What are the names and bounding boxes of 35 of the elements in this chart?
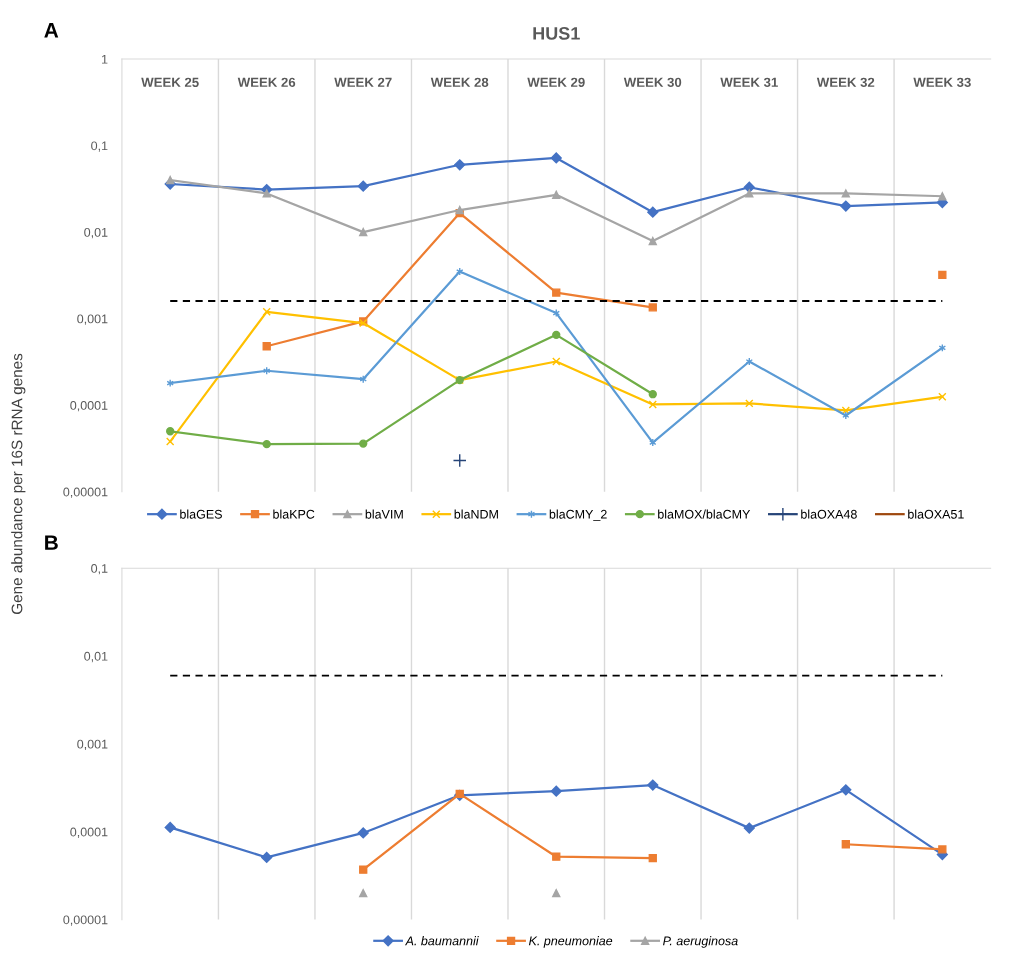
x-tick-label: WEEK 25 [141, 77, 199, 87]
x-tick-label: WEEK 29 [527, 77, 585, 87]
legend-label: K. pneumoniae [528, 936, 613, 948]
x-tick-label: WEEK 32 [816, 77, 875, 88]
y-tick-label: 0,0001 [70, 827, 108, 838]
legend-label: blaVIM [365, 509, 403, 519]
y-tick-label: 0,001 [77, 739, 108, 751]
x-tick-label: WEEK 31 [720, 77, 778, 88]
legend-label: blaKPC [273, 509, 315, 519]
y-tick-label: 0,01 [84, 227, 108, 239]
legend-label: blaOXA48 [801, 509, 857, 519]
x-tick-label: WEEK 27 [334, 77, 392, 87]
legend-label: blaGES [180, 509, 222, 519]
legend-label: blaNDM [454, 509, 498, 519]
legend-label: blaOXA51 [908, 509, 964, 519]
y-tick-label: 0,1 [91, 564, 108, 575]
x-tick-label: WEEK 26 [237, 77, 296, 87]
legend-label: blaCMY_2 [549, 509, 607, 522]
chart-title: HUS1 [533, 27, 580, 40]
x-tick-label: WEEK 30 [623, 77, 682, 88]
y-tick-label: 0,00001 [63, 915, 108, 926]
y-tick-label: 0,0001 [70, 401, 108, 412]
legend-label: P. aeruginosa [663, 936, 738, 948]
y-axis-title: Gene abundance per 16S rRNA genes [11, 353, 26, 615]
legend-label: blaMOX/blaCMY [658, 509, 751, 519]
text: B [45, 535, 58, 550]
y-tick-label: 1 [102, 54, 108, 64]
y-tick-label: 0,1 [91, 141, 108, 152]
y-tick-label: 0,01 [84, 651, 108, 663]
x-tick-label: WEEK 28 [430, 77, 489, 87]
legend-label: A. baumannii [404, 936, 479, 946]
y-tick-label: 0,00001 [63, 487, 108, 498]
x-tick-label: WEEK 33 [913, 77, 971, 88]
text: A [44, 23, 59, 38]
y-tick-label: 0,001 [77, 314, 108, 325]
